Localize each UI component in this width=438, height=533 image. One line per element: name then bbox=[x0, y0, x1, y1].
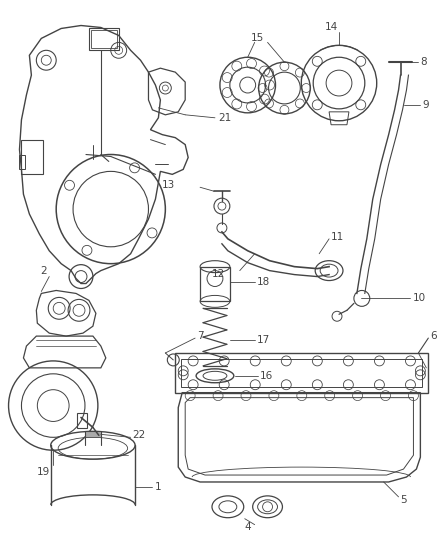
Bar bbox=[91, 30, 117, 49]
Text: 7: 7 bbox=[197, 331, 203, 341]
Text: 8: 8 bbox=[420, 57, 426, 67]
Text: 21: 21 bbox=[217, 113, 231, 123]
Text: 19: 19 bbox=[37, 467, 50, 477]
Text: 11: 11 bbox=[330, 232, 343, 242]
Bar bbox=[21, 140, 43, 174]
Bar bbox=[175, 353, 427, 393]
Polygon shape bbox=[85, 431, 101, 438]
Text: 6: 6 bbox=[429, 331, 436, 341]
Text: 2: 2 bbox=[40, 265, 46, 276]
Text: 22: 22 bbox=[132, 430, 145, 440]
Text: 18: 18 bbox=[256, 277, 269, 287]
Text: 12: 12 bbox=[211, 269, 224, 279]
Text: 17: 17 bbox=[256, 335, 269, 345]
Text: 14: 14 bbox=[324, 22, 337, 33]
Text: 13: 13 bbox=[162, 180, 175, 190]
Bar bbox=[77, 413, 87, 429]
Text: 15: 15 bbox=[251, 34, 264, 43]
Text: 4: 4 bbox=[244, 522, 251, 531]
Text: 16: 16 bbox=[259, 371, 272, 381]
Text: 5: 5 bbox=[399, 495, 406, 505]
Bar bbox=[181, 359, 421, 387]
Bar bbox=[89, 28, 118, 50]
Text: 1: 1 bbox=[154, 482, 161, 492]
Text: 10: 10 bbox=[412, 293, 424, 303]
Bar bbox=[200, 266, 230, 301]
Text: 9: 9 bbox=[421, 100, 428, 110]
Bar bbox=[19, 155, 25, 169]
